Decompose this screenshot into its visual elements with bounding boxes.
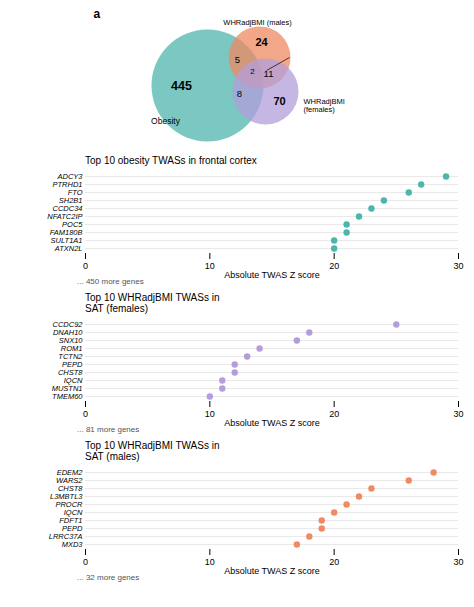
svg-text:a: a bbox=[94, 7, 101, 21]
svg-text:WHRadjBMI(females): WHRadjBMI(females) bbox=[304, 97, 345, 114]
svg-text:NFATC2IP: NFATC2IP bbox=[47, 211, 83, 221]
svg-text:FAM180B: FAM180B bbox=[49, 227, 83, 237]
svg-text:TMEM60: TMEM60 bbox=[52, 392, 83, 401]
svg-text:POC5: POC5 bbox=[62, 219, 83, 229]
svg-text:TCTN2: TCTN2 bbox=[58, 351, 83, 361]
svg-text:ATXN2L: ATXN2L bbox=[54, 244, 83, 253]
svg-text:20: 20 bbox=[329, 409, 339, 419]
svg-text:PROCR: PROCR bbox=[55, 499, 83, 509]
svg-text:SH2B1: SH2B1 bbox=[58, 195, 83, 205]
svg-text:0: 0 bbox=[83, 557, 88, 567]
html-text:... 32 more genes: ... 32 more genes bbox=[77, 573, 140, 582]
svg-text:30: 30 bbox=[453, 409, 463, 419]
svg-text:70: 70 bbox=[273, 95, 285, 107]
svg-text:Absolute TWAS Z score: Absolute TWAS Z score bbox=[224, 418, 320, 428]
svg-text:445: 445 bbox=[171, 79, 192, 93]
svg-text:0: 0 bbox=[83, 409, 88, 419]
svg-text:Absolute TWAS Z score: Absolute TWAS Z score bbox=[224, 270, 320, 280]
svg-text:30: 30 bbox=[453, 261, 463, 271]
html-text:... 81 more genes: ... 81 more genes bbox=[77, 425, 140, 434]
svg-text:ROM1: ROM1 bbox=[60, 343, 83, 353]
svg-text:24: 24 bbox=[255, 36, 268, 48]
svg-text:PEPD: PEPD bbox=[62, 523, 83, 533]
svg-text:10: 10 bbox=[205, 409, 215, 419]
svg-text:20: 20 bbox=[329, 261, 339, 271]
svg-text:10: 10 bbox=[205, 557, 215, 567]
svg-text:IQCN: IQCN bbox=[63, 507, 83, 517]
svg-text:EDEM2: EDEM2 bbox=[56, 467, 83, 477]
svg-text:PEPD: PEPD bbox=[62, 359, 83, 369]
svg-text:Obesity: Obesity bbox=[151, 116, 181, 126]
svg-text:SNX10: SNX10 bbox=[58, 335, 83, 345]
svg-text:LRRC37A: LRRC37A bbox=[48, 531, 83, 541]
svg-text:WARS2: WARS2 bbox=[56, 475, 83, 485]
svg-text:L3MBTL3: L3MBTL3 bbox=[50, 491, 83, 501]
svg-text:0: 0 bbox=[83, 261, 88, 271]
svg-text:CCDC34: CCDC34 bbox=[52, 203, 83, 213]
svg-text:FTO: FTO bbox=[67, 187, 83, 197]
svg-text:CCDC92: CCDC92 bbox=[52, 319, 83, 329]
svg-text:2: 2 bbox=[250, 67, 255, 76]
svg-text:MUSTN1: MUSTN1 bbox=[51, 383, 83, 393]
svg-text:FDFT1: FDFT1 bbox=[59, 515, 83, 525]
svg-text:8: 8 bbox=[237, 88, 242, 99]
html-text:Top 10 obesity TWASs in fronta: Top 10 obesity TWASs in frontal cortex bbox=[85, 155, 257, 166]
svg-text:5: 5 bbox=[235, 54, 240, 65]
svg-text:MXD3: MXD3 bbox=[62, 540, 84, 549]
svg-text:CHST8: CHST8 bbox=[57, 483, 83, 493]
svg-text:30: 30 bbox=[453, 557, 463, 567]
html-text:... 450 more genes: ... 450 more genes bbox=[77, 277, 144, 286]
html-text:Top 10 WHRadjBMI TWASs in SAT: Top 10 WHRadjBMI TWASs in SAT (females) bbox=[85, 292, 220, 314]
svg-text:WHRadjBMI (males): WHRadjBMI (males) bbox=[223, 18, 292, 27]
svg-text:CHST8: CHST8 bbox=[57, 367, 83, 377]
html-text:Top 10 WHRadjBMI TWASs in SAT: Top 10 WHRadjBMI TWASs in SAT (males) bbox=[85, 440, 220, 462]
svg-text:ADCY3: ADCY3 bbox=[57, 171, 83, 181]
svg-text:20: 20 bbox=[329, 557, 339, 567]
svg-text:DNAH10: DNAH10 bbox=[52, 327, 83, 337]
svg-text:10: 10 bbox=[205, 261, 215, 271]
svg-text:PTRHD1: PTRHD1 bbox=[52, 179, 83, 189]
svg-text:IQCN: IQCN bbox=[63, 375, 83, 385]
svg-text:Absolute TWAS Z score: Absolute TWAS Z score bbox=[224, 566, 320, 576]
svg-text:SULT1A1: SULT1A1 bbox=[50, 235, 83, 245]
svg-text:11: 11 bbox=[263, 67, 274, 79]
